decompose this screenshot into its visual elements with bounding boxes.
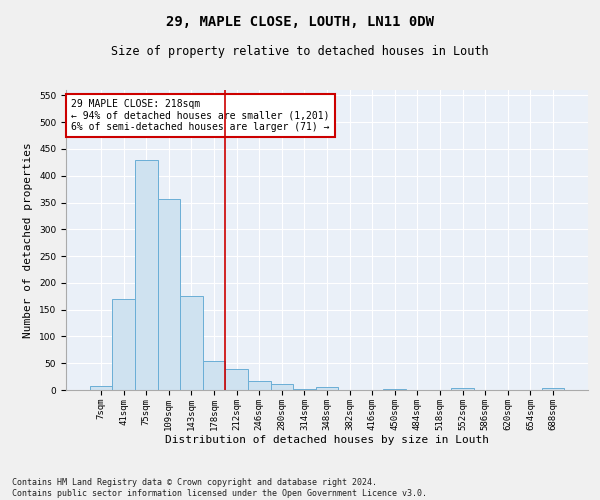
Bar (180, 296, 203, 390)
Bar (112, 299, 135, 390)
Text: 29, MAPLE CLOSE, LOUTH, LN11 0DW: 29, MAPLE CLOSE, LOUTH, LN11 0DW (166, 15, 434, 29)
Bar (203, 360, 226, 390)
Text: Contains HM Land Registry data © Crown copyright and database right 2024.
Contai: Contains HM Land Registry data © Crown c… (12, 478, 427, 498)
Bar (248, 382, 271, 390)
Bar (226, 368, 248, 390)
Bar (135, 160, 158, 390)
Bar (90, 386, 112, 390)
Bar (293, 389, 316, 390)
Bar (451, 388, 474, 390)
Bar (158, 198, 180, 390)
Bar (316, 388, 338, 390)
Y-axis label: Number of detached properties: Number of detached properties (23, 142, 34, 338)
Text: Size of property relative to detached houses in Louth: Size of property relative to detached ho… (111, 45, 489, 58)
Bar (383, 389, 406, 390)
Bar (542, 388, 564, 390)
Text: 29 MAPLE CLOSE: 218sqm
← 94% of detached houses are smaller (1,201)
6% of semi-d: 29 MAPLE CLOSE: 218sqm ← 94% of detached… (71, 99, 330, 132)
Bar (271, 384, 293, 390)
X-axis label: Distribution of detached houses by size in Louth: Distribution of detached houses by size … (165, 436, 489, 446)
